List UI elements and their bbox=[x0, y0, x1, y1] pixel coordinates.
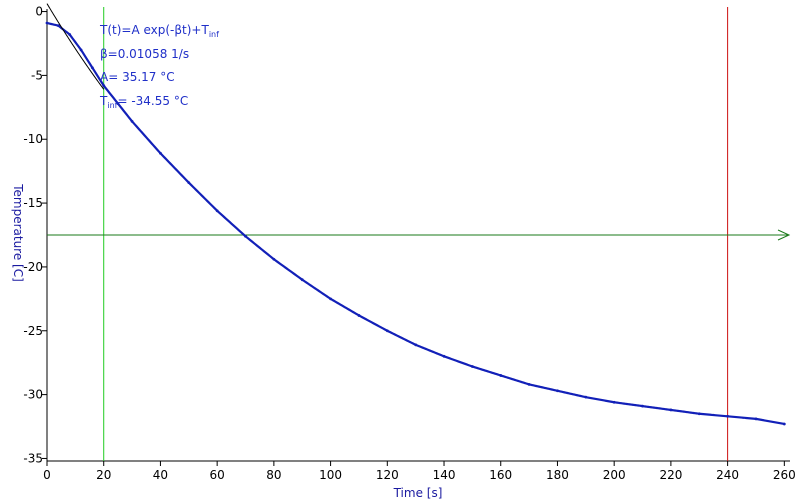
measured-point bbox=[130, 119, 134, 123]
measured-point bbox=[697, 412, 701, 416]
x-tick-label: 80 bbox=[266, 468, 281, 482]
measured-point bbox=[329, 297, 332, 301]
x-tick-label: 40 bbox=[153, 468, 168, 482]
measured-point bbox=[116, 102, 120, 105]
x-tick-label: 240 bbox=[716, 468, 739, 482]
measured-point bbox=[782, 422, 786, 426]
measured-point bbox=[641, 404, 644, 408]
measured-point bbox=[68, 33, 72, 36]
y-axis-title: Temperature [C] bbox=[11, 183, 25, 282]
series-layer bbox=[45, 3, 786, 426]
measured-point bbox=[187, 181, 191, 185]
measured-point bbox=[584, 395, 588, 399]
y-tick-label: -20 bbox=[23, 260, 43, 274]
measured-point bbox=[79, 48, 83, 52]
measured-point bbox=[244, 234, 247, 238]
x-tick-label: 200 bbox=[603, 468, 626, 482]
measured-point bbox=[272, 257, 276, 261]
measured-point bbox=[300, 278, 304, 282]
measured-point bbox=[499, 374, 503, 377]
measured-point bbox=[726, 414, 730, 418]
y-tick-label: -30 bbox=[23, 388, 43, 402]
x-tick-label: 180 bbox=[546, 468, 569, 482]
measured-point bbox=[414, 343, 418, 347]
annotation-a: A= 35.17 °C bbox=[100, 70, 175, 84]
x-tick-label: 60 bbox=[210, 468, 225, 482]
measured-point bbox=[215, 209, 219, 213]
measured-point bbox=[527, 382, 531, 386]
x-tick-label: 260 bbox=[773, 468, 796, 482]
annotation-tinf: Tinf= -34.55 °C bbox=[99, 94, 188, 110]
measured-point bbox=[45, 21, 49, 25]
ticks: 0 20 40 60 80 100 120 140 160 180 200 220 240 260 0 -5 -… bbox=[23, 5, 795, 482]
measured-point bbox=[385, 329, 389, 333]
annotation-beta: β=0.01058 1/s bbox=[100, 47, 189, 61]
y-tick-label: -35 bbox=[23, 451, 43, 465]
y-tick-label: -10 bbox=[23, 132, 43, 146]
measured-point bbox=[754, 417, 758, 421]
x-tick-label: 20 bbox=[96, 468, 111, 482]
measured-point bbox=[470, 365, 474, 368]
fit-curve-line bbox=[46, 3, 105, 90]
x-tick-label: 0 bbox=[43, 468, 51, 482]
annotation-formula: T(t)=A exp(-βt)+Tinf bbox=[99, 23, 219, 39]
measured-point bbox=[90, 66, 94, 70]
x-tick-label: 120 bbox=[376, 468, 399, 482]
measured-point bbox=[442, 354, 446, 358]
y-tick-label: 0 bbox=[35, 5, 43, 19]
x-tick-label: 100 bbox=[319, 468, 342, 482]
y-tick-label: -5 bbox=[31, 68, 43, 82]
measured-point bbox=[159, 151, 162, 155]
y-tick-label: -25 bbox=[23, 324, 43, 338]
x-tick-label: 160 bbox=[489, 468, 512, 482]
measured-point bbox=[669, 408, 673, 412]
measured-point bbox=[357, 314, 361, 317]
x-tick-label: 140 bbox=[433, 468, 456, 482]
fit-annotation: T(t)=A exp(-βt)+Tinf β=0.01058 1/s A= 35… bbox=[99, 23, 219, 110]
measured-point bbox=[56, 24, 60, 27]
markers bbox=[47, 7, 791, 461]
x-axis-title: Time [s] bbox=[393, 486, 443, 500]
horizontal-marker-arrow bbox=[777, 229, 791, 241]
x-tick-label: 220 bbox=[659, 468, 682, 482]
measured-point bbox=[102, 84, 106, 88]
y-tick-label: -15 bbox=[23, 196, 43, 210]
measured-point bbox=[612, 400, 616, 404]
measured-point bbox=[556, 389, 559, 393]
